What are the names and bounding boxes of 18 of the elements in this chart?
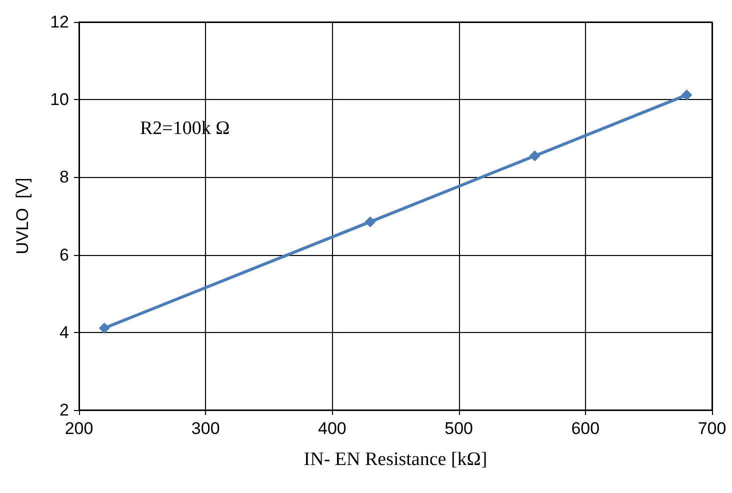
- point: [364, 216, 376, 228]
- y-tick-label: 6: [60, 245, 69, 264]
- y-tick-label: 2: [60, 400, 69, 420]
- y-tick-label: 4: [60, 322, 69, 342]
- x-tick-label: 700: [698, 419, 726, 438]
- x-tick-label: 500: [444, 419, 473, 438]
- x-axis-title: IN- EN Resistance [kΩ]: [304, 449, 488, 470]
- x-tick-label: 300: [191, 419, 220, 438]
- y-tick-label: 10: [50, 90, 69, 110]
- x-tick-label: 600: [571, 419, 600, 438]
- y-tick-label: 8: [60, 168, 69, 187]
- point: [98, 322, 110, 334]
- y-tick-label: 12: [50, 12, 69, 32]
- point: [681, 89, 692, 100]
- y-axis-title: UVLO [V]: [13, 178, 32, 254]
- point: [529, 150, 540, 162]
- x-tick-label: 200: [64, 419, 94, 438]
- x-tick-label: 400: [318, 419, 346, 438]
